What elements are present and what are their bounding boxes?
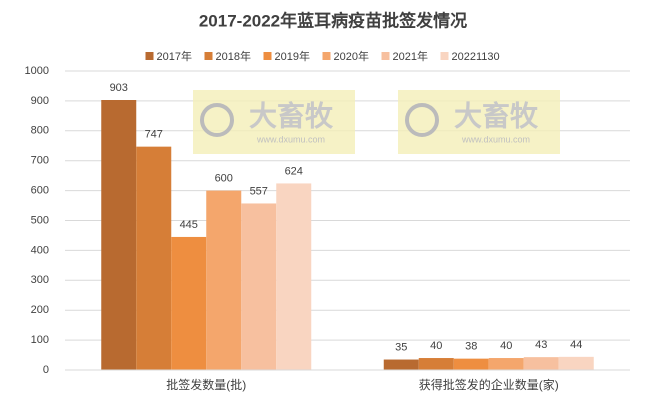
x-tick-label: 获得批签发的企业数量(家) bbox=[419, 377, 559, 392]
bar bbox=[558, 356, 594, 370]
watermark-logo bbox=[200, 103, 234, 137]
watermark-logo bbox=[405, 103, 439, 137]
watermark-url: www.dxumu.com bbox=[256, 134, 325, 144]
data-label: 40 bbox=[430, 340, 442, 352]
bar bbox=[276, 183, 312, 370]
bar bbox=[383, 359, 419, 370]
y-tick-label: 300 bbox=[31, 274, 49, 286]
watermark-text: 大畜牧 bbox=[454, 99, 539, 131]
y-tick-label: 200 bbox=[31, 304, 49, 316]
data-label: 35 bbox=[395, 341, 407, 353]
bar bbox=[418, 358, 454, 370]
legend-swatch bbox=[204, 52, 213, 60]
legend-swatch bbox=[440, 52, 449, 60]
bar bbox=[136, 146, 172, 370]
legend-swatch bbox=[381, 52, 390, 60]
data-label: 903 bbox=[110, 82, 128, 94]
legend-swatch bbox=[263, 52, 272, 60]
data-label: 38 bbox=[465, 341, 477, 353]
data-label: 624 bbox=[285, 165, 303, 177]
data-label: 44 bbox=[570, 339, 582, 351]
y-tick-label: 1000 bbox=[25, 65, 49, 77]
x-tick-label: 批签发数量(批) bbox=[166, 377, 246, 392]
y-tick-label: 400 bbox=[31, 244, 49, 256]
legend-label: 20221130 bbox=[452, 51, 500, 63]
bar bbox=[523, 357, 559, 370]
watermark-box bbox=[398, 90, 560, 154]
bar bbox=[171, 236, 207, 370]
y-tick-label: 600 bbox=[31, 185, 49, 197]
data-label: 600 bbox=[215, 173, 233, 185]
bar bbox=[488, 358, 524, 370]
legend-swatch bbox=[145, 52, 154, 60]
legend-label: 2018年 bbox=[216, 49, 251, 63]
chart-title: 2017-2022年蓝耳病疫苗批签发情况 bbox=[199, 10, 467, 30]
watermark-text: 大畜牧 bbox=[249, 99, 334, 131]
data-label: 557 bbox=[250, 185, 268, 197]
data-label: 40 bbox=[500, 340, 512, 352]
y-tick-label: 700 bbox=[31, 155, 49, 167]
y-tick-label: 0 bbox=[43, 364, 49, 376]
legend-label: 2019年 bbox=[275, 49, 310, 63]
legend-swatch bbox=[322, 52, 331, 60]
y-tick-label: 100 bbox=[31, 334, 49, 346]
y-tick-label: 900 bbox=[31, 95, 49, 107]
legend-label: 2020年 bbox=[334, 49, 369, 63]
bar bbox=[206, 190, 242, 370]
legend-label: 2017年 bbox=[157, 49, 192, 63]
y-tick-label: 800 bbox=[31, 125, 49, 137]
watermark-url: www.dxumu.com bbox=[461, 134, 530, 144]
y-tick-label: 500 bbox=[31, 214, 49, 226]
bar bbox=[453, 358, 489, 370]
legend-label: 2021年 bbox=[393, 49, 428, 63]
bar bbox=[241, 203, 277, 370]
data-label: 445 bbox=[180, 219, 198, 231]
data-label: 43 bbox=[535, 339, 547, 351]
watermark-box bbox=[193, 90, 355, 154]
bar bbox=[101, 100, 137, 371]
data-label: 747 bbox=[145, 129, 163, 141]
